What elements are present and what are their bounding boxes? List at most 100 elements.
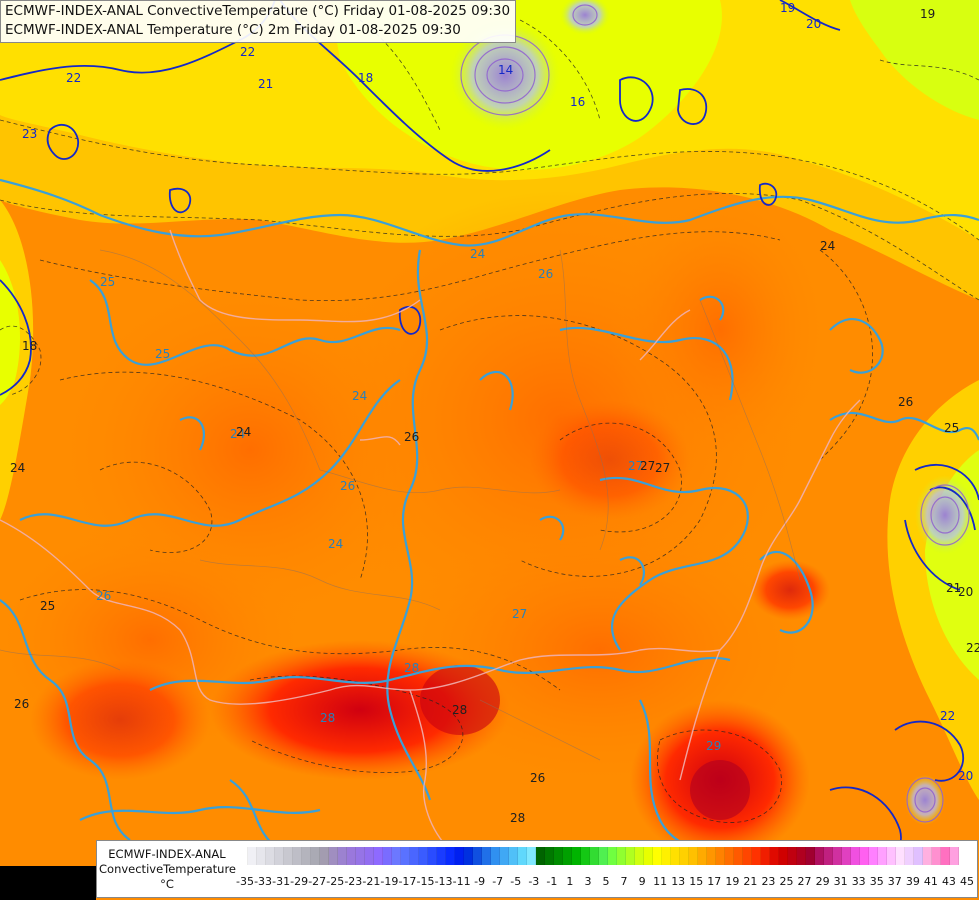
legend-swatch xyxy=(545,847,554,865)
legend-swatch xyxy=(806,847,815,865)
legend-tick-label: 13 xyxy=(671,875,686,888)
black-contour-label: 24 xyxy=(820,239,835,253)
cyan-contour-label: 29 xyxy=(706,739,721,753)
legend-swatch xyxy=(635,847,644,865)
legend-tick-label: 43 xyxy=(941,875,956,888)
legend-swatch xyxy=(680,847,689,865)
legend-tick-label: -11 xyxy=(452,875,471,888)
legend-swatch xyxy=(662,847,671,865)
legend-swatch xyxy=(752,847,761,865)
legend-tick-label: 19 xyxy=(725,875,740,888)
legend-tick-label: -27 xyxy=(308,875,327,888)
legend-tick-label: 25 xyxy=(779,875,794,888)
legend-swatch xyxy=(401,847,410,865)
legend-tick-label: -35 xyxy=(236,875,254,888)
green-yellow-ne xyxy=(850,0,979,120)
legend-tick-label: -31 xyxy=(272,875,291,888)
legend-swatch xyxy=(275,847,284,865)
legend-swatch xyxy=(941,847,950,865)
legend-tick-label: -17 xyxy=(398,875,417,888)
title-convective-temperature: ECMWF-INDEX-ANAL ConvectiveTemperature (… xyxy=(5,3,511,19)
legend-tick-label: -15 xyxy=(416,875,435,888)
legend-unit: °C xyxy=(160,877,174,891)
black-contour-label: 18 xyxy=(22,339,37,353)
legend-title-line2: ConvectiveTemperature xyxy=(99,862,236,876)
black-contour-label: 26 xyxy=(530,771,545,785)
legend-swatch xyxy=(950,847,959,865)
cyan-contour-label: 28 xyxy=(404,661,419,675)
legend-tick-label: 41 xyxy=(923,875,938,888)
cyan-contour-label: 24 xyxy=(328,537,343,551)
legend-swatch xyxy=(482,847,491,865)
legend-title: ECMWF-INDEX-ANAL ConvectiveTemperature °… xyxy=(99,847,236,892)
legend-color-bar xyxy=(239,847,959,865)
legend-swatch xyxy=(473,847,482,865)
legend-swatch xyxy=(590,847,599,865)
legend-swatch xyxy=(347,847,356,865)
purple-blob-north-2 xyxy=(560,0,610,35)
black-contour-label: 28 xyxy=(452,703,467,717)
cyan-contour-label: 26 xyxy=(340,479,355,493)
legend-swatch xyxy=(905,847,914,865)
legend-swatch xyxy=(923,847,932,865)
cyan-contour-label: 26 xyxy=(538,267,553,281)
legend-tick-label: 7 xyxy=(620,875,628,888)
legend-swatch xyxy=(572,847,581,865)
legend-tick-label: 5 xyxy=(602,875,610,888)
legend-swatch xyxy=(437,847,446,865)
legend-swatch xyxy=(815,847,824,865)
legend-swatch xyxy=(329,847,338,865)
map-title-box: ECMWF-INDEX-ANAL ConvectiveTemperature (… xyxy=(0,0,517,43)
legend-swatch xyxy=(599,847,608,865)
black-contour-label: 26 xyxy=(404,430,419,444)
legend-swatch xyxy=(770,847,779,865)
black-contour-label: 26 xyxy=(14,697,29,711)
cyan-contour-label: 24 xyxy=(230,427,245,441)
legend-swatch xyxy=(761,847,770,865)
black-contour-label: 24 xyxy=(236,425,251,439)
legend-swatch xyxy=(860,847,869,865)
navy-contour-label: 21 xyxy=(258,77,273,91)
legend-swatch xyxy=(716,847,725,865)
legend-tick-label: 45 xyxy=(960,875,974,888)
legend-swatch xyxy=(626,847,635,865)
navy-contour-label: 22 xyxy=(240,45,255,59)
cyan-contour-label: 27 xyxy=(628,459,643,473)
legend-tick-label: 37 xyxy=(887,875,902,888)
legend-swatch xyxy=(644,847,653,865)
legend-swatch xyxy=(356,847,365,865)
legend-swatch xyxy=(887,847,896,865)
legend-swatch xyxy=(392,847,401,865)
legend-tick-label: 31 xyxy=(833,875,848,888)
legend-swatch xyxy=(698,847,707,865)
legend-tick-label: 9 xyxy=(638,875,646,888)
legend-tick-label: -1 xyxy=(546,875,558,888)
legend-swatch xyxy=(509,847,518,865)
legend-swatch xyxy=(554,847,563,865)
legend-swatch xyxy=(257,847,266,865)
black-contour-label: 28 xyxy=(510,811,525,825)
legend-swatch xyxy=(824,847,833,865)
legend-swatch xyxy=(608,847,617,865)
legend-swatch xyxy=(779,847,788,865)
black-contour-label: 22 xyxy=(966,641,979,655)
legend-tick-labels: -35 -33 -31 -29 -27 -25 -23 -21 -19 -17 -15 -13 -11-… xyxy=(236,875,977,891)
legend-swatch xyxy=(896,847,905,865)
legend-swatch xyxy=(374,847,383,865)
navy-contour-label: 16 xyxy=(570,95,585,109)
legend-tick-label: -23 xyxy=(344,875,363,888)
legend-swatch xyxy=(518,847,527,865)
cyan-contour-label: 24 xyxy=(470,247,485,261)
navy-contour-label: 18 xyxy=(358,71,373,85)
black-contour-label: 24 xyxy=(10,461,25,475)
legend-swatch xyxy=(563,847,572,865)
legend-swatch xyxy=(536,847,545,865)
legend-tick-label: -25 xyxy=(326,875,345,888)
legend-swatch xyxy=(689,847,698,865)
legend-swatch xyxy=(410,847,419,865)
navy-contour-label: 14 xyxy=(498,63,513,77)
region-boundaries xyxy=(0,249,801,761)
isotherm-lines xyxy=(0,19,979,823)
